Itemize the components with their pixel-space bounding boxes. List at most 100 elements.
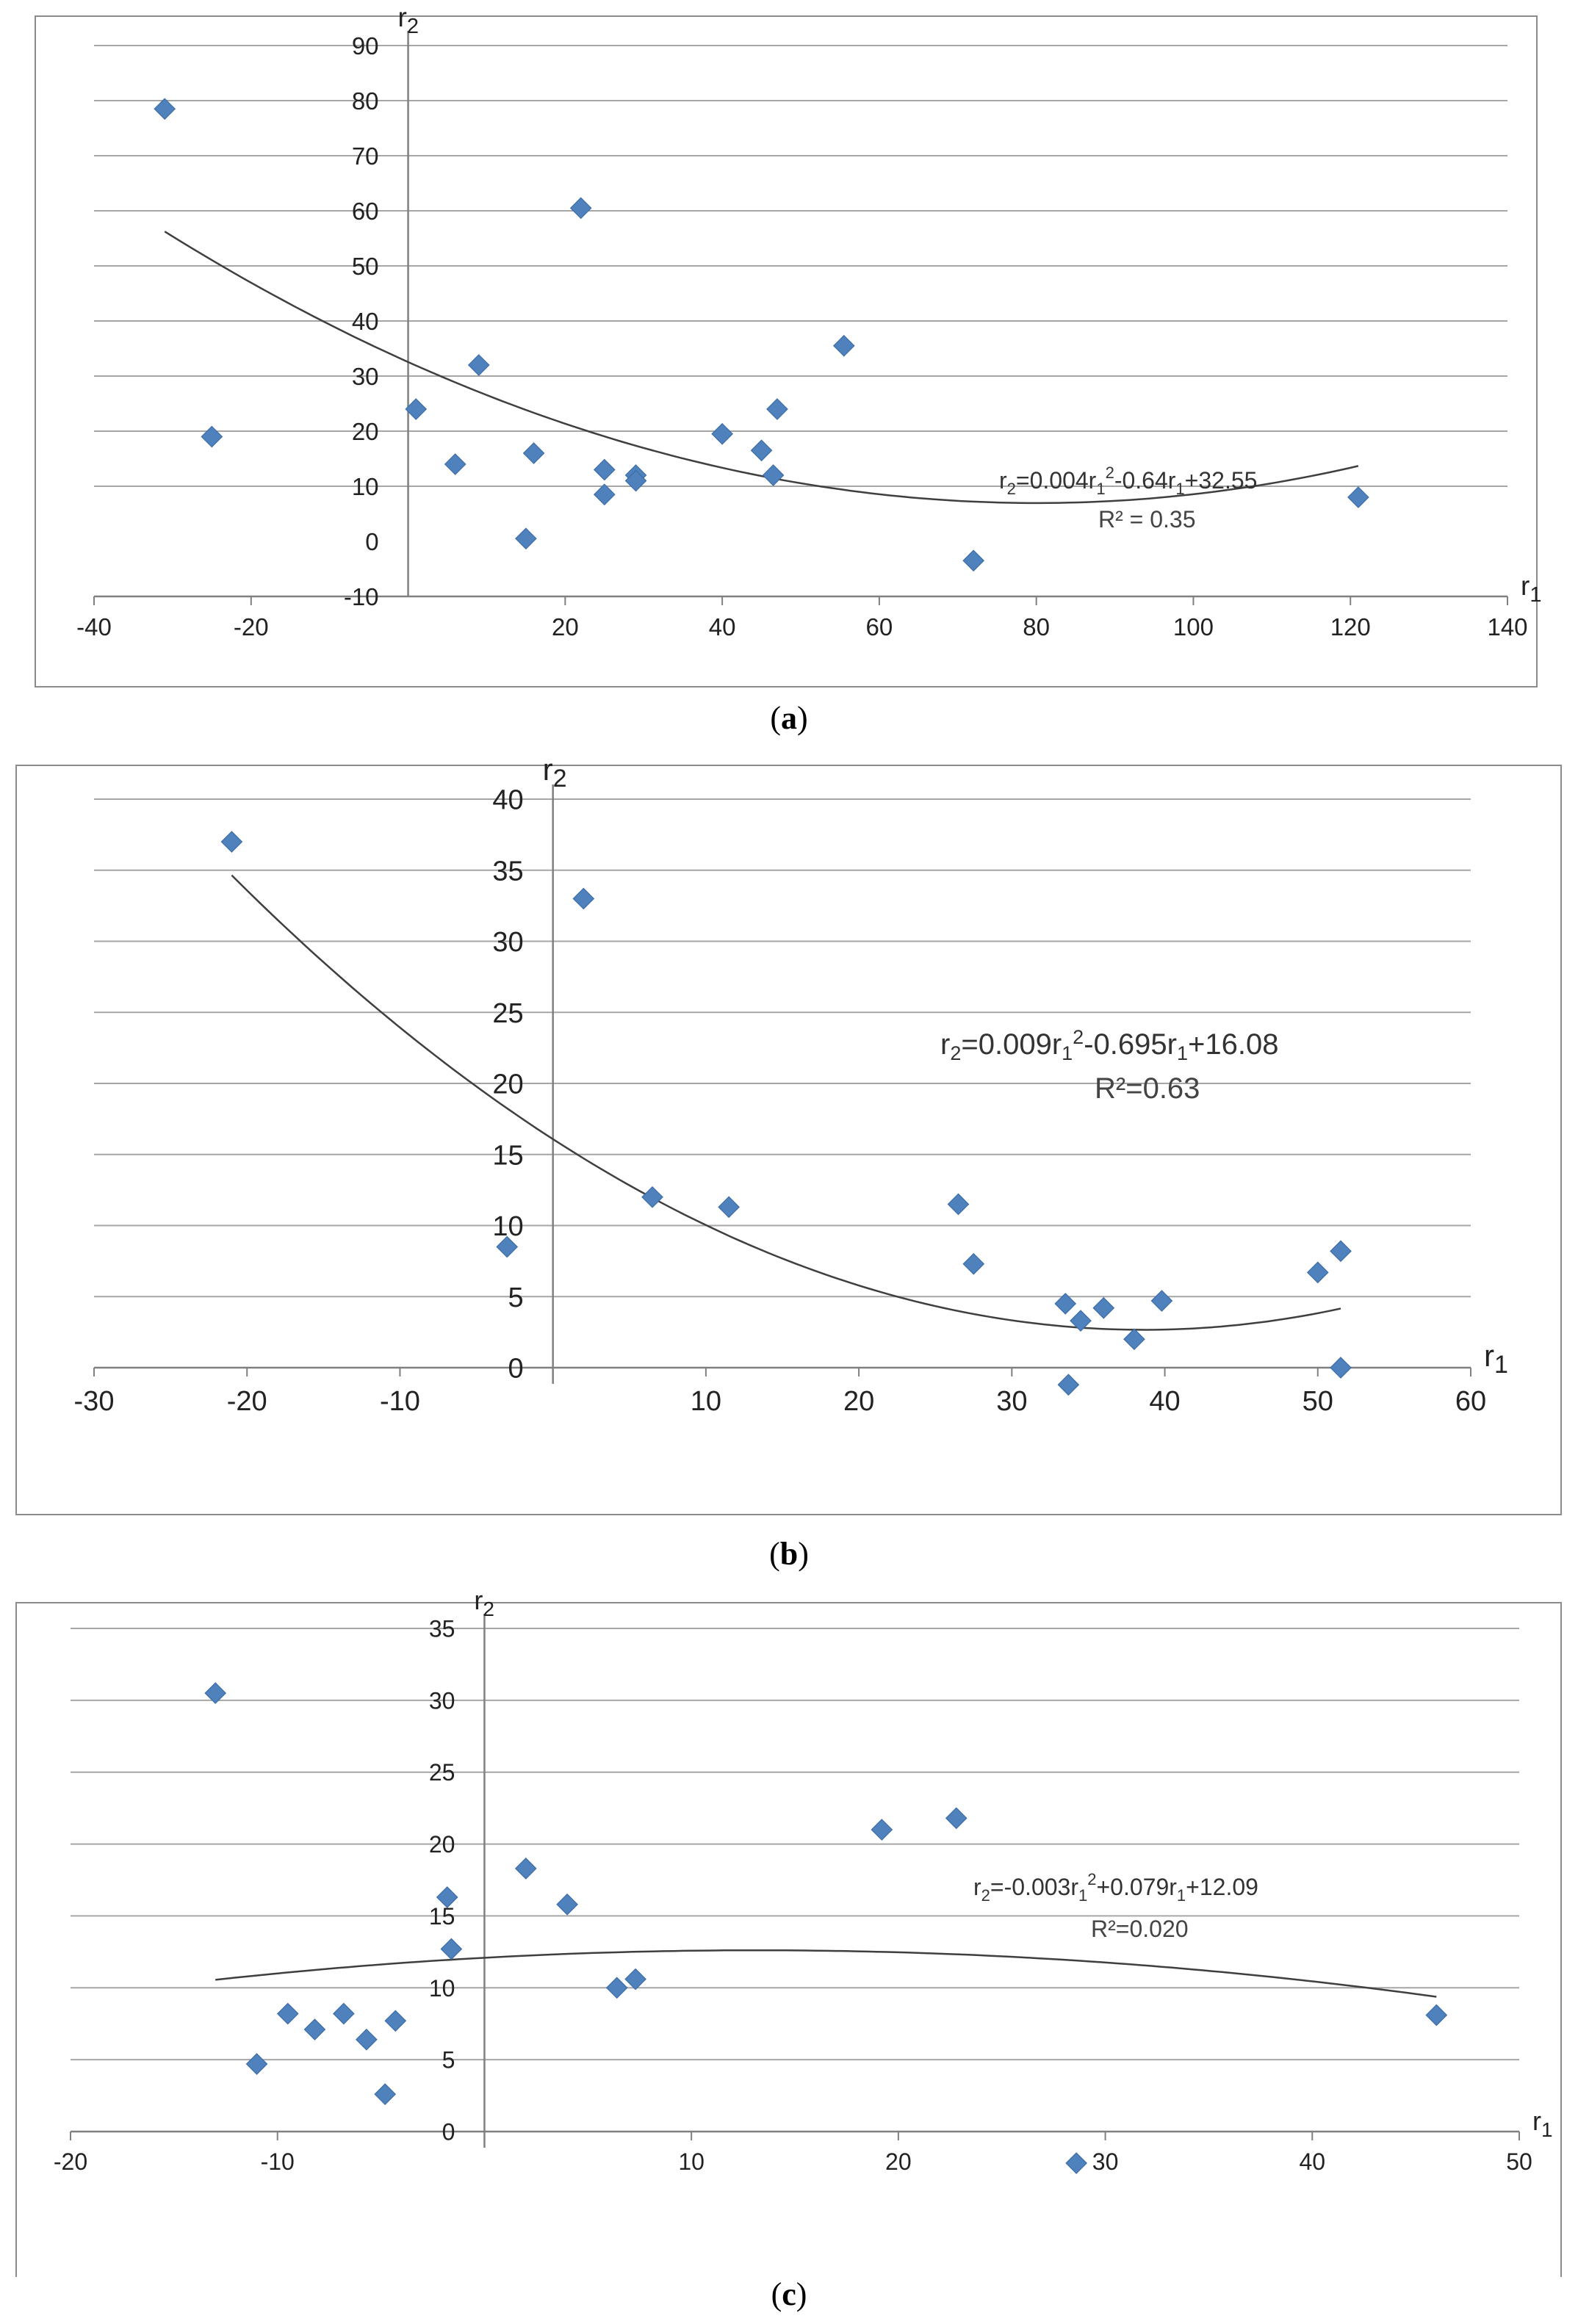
y-tick-label: 30 <box>492 927 523 958</box>
data-point <box>572 887 595 910</box>
data-point <box>496 1235 519 1258</box>
x-tick-label: 30 <box>996 1386 1027 1417</box>
data-point <box>962 549 985 572</box>
chart-b-svg: -30 -20 -10 10 20 30 40 50 600510152025303540r1r… <box>15 752 1562 1515</box>
x-tick-label: 10 <box>691 1386 721 1417</box>
y-tick-label: 25 <box>492 998 523 1029</box>
y-axis-title: r2 <box>543 752 567 793</box>
x-tick-label: 10 <box>678 2148 705 2175</box>
data-point <box>1150 1290 1173 1312</box>
data-point <box>515 527 537 550</box>
r-squared-label: R²=0.63 <box>1095 1072 1200 1105</box>
data-point <box>333 2002 355 2025</box>
y-tick-label: 20 <box>492 1069 523 1100</box>
x-tick-label: -10 <box>380 1386 420 1417</box>
data-point <box>154 98 176 120</box>
data-point <box>1123 1328 1145 1351</box>
y-tick-label: 70 <box>352 142 379 170</box>
chart-frame <box>35 15 1538 688</box>
data-point <box>1054 1293 1077 1315</box>
y-tick-label: -10 <box>344 583 379 610</box>
data-point <box>1330 1240 1352 1263</box>
chart-c-svg: -20 -10 10 20 30 40 50 0 5 10 15 20 25 30 35 r1 r2 r2=-0.… <box>15 1585 1562 2300</box>
chart-frame <box>15 765 1562 1515</box>
caption-b: (b) <box>769 1536 809 1572</box>
y-tick-label: 0 <box>508 1354 524 1385</box>
trendline-equation: r2=0.009r12-0.695r1+16.08 <box>940 1026 1278 1064</box>
x-tick-label: -10 <box>261 2148 295 2175</box>
caption-c: (c) <box>771 2276 807 2312</box>
y-tick-label: 10 <box>352 473 379 500</box>
trendline-equation: r2=-0.003r12+0.079r1+12.09 <box>973 1870 1258 1905</box>
data-point <box>947 1193 970 1216</box>
data-point <box>1306 1261 1329 1284</box>
data-point <box>569 197 592 220</box>
data-point <box>641 1186 663 1208</box>
data-point <box>405 398 428 420</box>
x-tick-label: -30 <box>74 1386 115 1417</box>
x-tick-label: -20 <box>54 2148 87 2175</box>
chart-panel-b: -30 -20 -10 10 20 30 40 50 60 0 5 10 15 20 25 30 35 40 r1 r… <box>0 749 1578 1587</box>
y-tick-label: 35 <box>492 856 523 887</box>
y-tick-label: 20 <box>429 1831 455 1858</box>
data-point <box>201 425 223 448</box>
x-tick-label: 20 <box>843 1386 874 1417</box>
y-axis-title: r2 <box>474 1587 494 1620</box>
data-point <box>962 1252 985 1275</box>
y-tick-label: 60 <box>352 198 379 225</box>
chart-frame <box>15 1602 1562 2300</box>
y-tick-label: 40 <box>492 785 523 816</box>
data-point <box>522 442 545 464</box>
r-squared-label: R² = 0.35 <box>1098 506 1196 533</box>
y-tick-label: 15 <box>492 1140 523 1171</box>
trendline <box>215 1949 1437 1998</box>
data-point <box>374 2083 397 2105</box>
y-tick-label: 0 <box>442 2119 455 2146</box>
x-tick-label: -20 <box>227 1386 267 1417</box>
r-squared-label: R²=0.020 <box>1091 1916 1189 1942</box>
data-point <box>766 398 788 420</box>
chart-panel-c: -20 -10 10 20 30 40 50 0 5 10 15 20 25 30 35 r1 r2 r2=-0.… <box>0 1585 1578 2324</box>
data-point <box>384 2010 407 2032</box>
x-axis-title: r1 <box>1484 1338 1508 1379</box>
data-point <box>1347 486 1369 508</box>
data-point <box>832 334 855 357</box>
y-tick-label: 5 <box>508 1282 524 1313</box>
x-tick-label: 80 <box>1023 613 1050 640</box>
data-point <box>303 2018 326 2040</box>
data-point <box>1070 1310 1092 1332</box>
x-tick-label: 60 <box>866 613 893 640</box>
data-point <box>467 354 490 376</box>
y-tick-label: 20 <box>352 418 379 445</box>
y-axis-title: r2 <box>398 2 419 38</box>
x-tick-label: -20 <box>234 613 269 640</box>
y-tick-label: 15 <box>429 1903 455 1930</box>
data-point <box>711 422 733 445</box>
y-tick-label: 25 <box>429 1759 455 1786</box>
data-point <box>718 1196 740 1219</box>
data-point <box>440 1938 463 1960</box>
data-point <box>1065 2152 1087 2174</box>
x-tick-label: 60 <box>1455 1386 1486 1417</box>
y-tick-label: 5 <box>442 2047 455 2074</box>
data-point <box>593 483 616 506</box>
chart-panel-a: -40 -20 20 40 60 80 100 120 140 -10 0 10 20 30 40 50 60 7… <box>0 0 1578 736</box>
data-point <box>624 469 647 492</box>
x-axis-title: r1 <box>1532 2106 1553 2141</box>
data-point <box>750 439 773 462</box>
data-point <box>1425 2004 1448 2027</box>
x-axis-title: r1 <box>1521 571 1541 607</box>
data-point <box>624 1968 646 1991</box>
x-tick-label: 40 <box>1299 2148 1325 2175</box>
y-tick-label: 40 <box>352 308 379 335</box>
y-tick-label: 30 <box>429 1687 455 1714</box>
data-point <box>762 464 785 486</box>
data-point <box>204 1682 227 1704</box>
trendline-equation: r2=0.004r12-0.64r1+32.55 <box>999 463 1257 498</box>
y-tick-label: 35 <box>429 1616 455 1642</box>
data-point <box>1092 1296 1115 1319</box>
data-point <box>945 1807 968 1830</box>
y-tick-label: 80 <box>352 87 379 115</box>
data-point <box>556 1893 578 1916</box>
x-tick-label: -40 <box>76 613 112 640</box>
